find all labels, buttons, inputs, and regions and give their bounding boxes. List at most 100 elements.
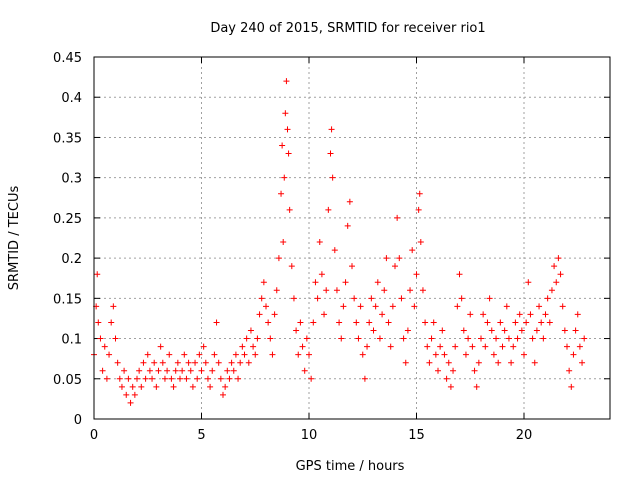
data-point	[570, 351, 577, 358]
y-tick-label: 0.4	[61, 91, 82, 106]
data-point	[331, 247, 338, 254]
data-point	[252, 351, 259, 358]
data-point	[285, 150, 292, 157]
data-point	[97, 335, 104, 342]
data-point	[166, 351, 173, 358]
y-tick-label: 0.2	[61, 252, 82, 267]
data-point	[445, 359, 452, 366]
data-point	[542, 311, 549, 318]
data-point	[372, 303, 379, 310]
data-point	[284, 126, 291, 133]
data-point	[452, 343, 459, 350]
data-point	[516, 311, 523, 318]
data-point	[177, 375, 183, 382]
data-point	[508, 359, 515, 366]
data-point	[346, 198, 353, 205]
data-point	[499, 343, 506, 350]
data-point	[336, 319, 343, 326]
data-point	[129, 383, 136, 390]
data-point	[110, 303, 117, 310]
data-point	[497, 319, 504, 326]
data-point	[518, 327, 525, 334]
data-point	[364, 343, 371, 350]
data-point	[106, 351, 113, 358]
data-point	[282, 110, 289, 117]
data-point	[265, 319, 272, 326]
data-point	[396, 255, 403, 262]
data-point	[256, 311, 263, 318]
data-point	[202, 359, 209, 366]
chart-title: Day 240 of 2015, SRMTID for receiver rio…	[210, 21, 485, 36]
y-tick-label: 0.15	[53, 292, 82, 307]
data-point	[529, 335, 536, 342]
data-point	[151, 359, 158, 366]
data-point	[486, 295, 493, 302]
data-point	[209, 367, 216, 374]
data-point	[426, 359, 433, 366]
y-axis-label: SRMTID / TECUs	[7, 186, 22, 291]
data-point	[316, 239, 323, 246]
data-point	[579, 359, 586, 366]
data-point	[157, 343, 164, 350]
data-point	[501, 327, 508, 334]
data-point	[512, 319, 519, 326]
data-point	[220, 391, 226, 398]
data-point	[297, 319, 304, 326]
data-point	[385, 319, 392, 326]
data-point	[505, 335, 512, 342]
data-point	[417, 239, 424, 246]
data-point	[245, 359, 252, 366]
data-point	[437, 343, 444, 350]
y-tick-label: 0.1	[61, 333, 82, 348]
data-point	[189, 383, 196, 390]
y-tick-label: 0.25	[53, 212, 82, 227]
data-point	[454, 303, 461, 310]
data-point	[381, 287, 388, 294]
data-point	[200, 343, 207, 350]
data-point	[387, 343, 394, 350]
data-point	[174, 359, 181, 366]
data-point	[342, 279, 349, 286]
data-point	[275, 255, 282, 262]
data-point	[370, 327, 377, 334]
data-point	[402, 359, 409, 366]
data-point	[473, 383, 480, 390]
data-point	[493, 335, 500, 342]
data-point	[475, 359, 482, 366]
x-tick-label: 5	[197, 428, 205, 443]
data-point	[572, 327, 579, 334]
data-point	[239, 343, 246, 350]
data-point	[555, 255, 562, 262]
data-point	[422, 319, 429, 326]
data-point	[465, 335, 472, 342]
data-point	[144, 351, 151, 358]
data-point	[237, 359, 244, 366]
data-point	[419, 287, 426, 294]
data-point	[548, 287, 555, 294]
data-point	[155, 367, 162, 374]
data-point	[409, 247, 416, 254]
data-point	[416, 190, 423, 197]
data-point	[301, 367, 308, 374]
data-point	[187, 367, 194, 374]
data-point	[531, 359, 538, 366]
data-point	[114, 359, 121, 366]
data-point	[404, 327, 411, 334]
data-point	[215, 359, 222, 366]
data-point	[183, 375, 190, 382]
data-point	[424, 343, 431, 350]
data-point	[286, 206, 293, 213]
plot-frame	[93, 56, 611, 420]
data-point	[303, 335, 310, 342]
data-point	[432, 351, 439, 358]
data-point	[112, 335, 119, 342]
data-point	[368, 295, 375, 302]
data-point	[561, 327, 568, 334]
data-point	[392, 263, 398, 270]
data-point	[318, 271, 325, 278]
y-tick-label: 0.35	[53, 131, 82, 146]
data-point	[581, 335, 588, 342]
data-point	[490, 351, 497, 358]
data-point	[101, 343, 108, 350]
data-point	[441, 351, 448, 358]
